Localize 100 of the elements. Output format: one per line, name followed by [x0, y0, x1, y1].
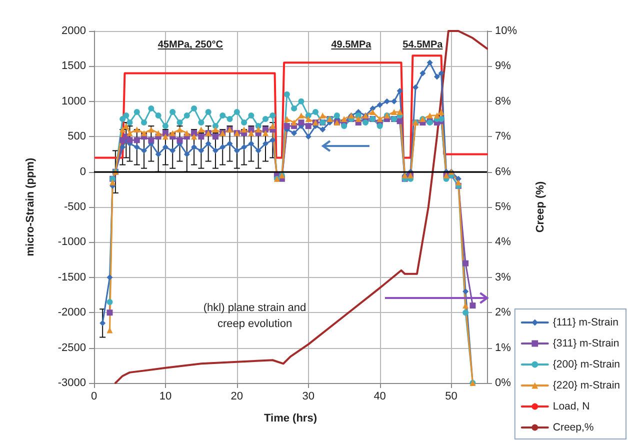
point [155, 151, 162, 158]
point [412, 84, 419, 90]
y-tick-label: 0 [80, 166, 86, 178]
point [226, 116, 233, 122]
annotation: 49.5MPa [331, 40, 372, 51]
x-tick-label: 10 [159, 390, 172, 402]
point [155, 112, 162, 118]
y-tick-label: -1500 [58, 271, 86, 284]
legend-label: Load, N [552, 400, 590, 412]
point [438, 70, 444, 76]
y-tick-label: -1000 [58, 236, 86, 248]
point [120, 116, 126, 122]
point [341, 116, 348, 122]
point [248, 112, 254, 118]
x-tick-label: 0 [90, 390, 98, 402]
point [134, 137, 140, 144]
y2-tick-label: 5% [495, 201, 512, 213]
y2-tick-label: 8% [495, 95, 512, 108]
y-tick-label: -2000 [58, 306, 86, 319]
legend-label: {220} m-Strain [552, 380, 620, 392]
point [284, 91, 290, 98]
legend-label: {111} m-Strain [552, 316, 619, 328]
point [262, 130, 268, 136]
point [170, 108, 176, 115]
point [396, 118, 403, 124]
point [426, 112, 433, 118]
point [162, 144, 168, 150]
point [391, 108, 398, 115]
y-tick-label: 1000 [62, 95, 86, 108]
point [226, 140, 233, 147]
point [191, 134, 198, 140]
point [162, 134, 168, 140]
y2-tick-label: 6% [495, 166, 512, 178]
point [312, 108, 319, 115]
point [355, 116, 362, 122]
point [176, 137, 183, 144]
point [134, 108, 140, 115]
x-tick-label: 50 [445, 390, 458, 402]
point [284, 123, 290, 130]
point [420, 70, 426, 76]
point [106, 299, 113, 306]
line-series [94, 54, 488, 159]
y2-tick-label: 3% [495, 271, 512, 284]
point [291, 130, 298, 136]
point [291, 120, 298, 126]
point [184, 112, 190, 118]
x-tick-label: 40 [374, 390, 386, 402]
point [434, 112, 440, 118]
y2-tick-label: 1% [495, 342, 512, 354]
point [148, 137, 154, 144]
point [106, 274, 113, 280]
point [184, 151, 190, 158]
point [198, 120, 204, 126]
point [241, 120, 248, 126]
point [141, 120, 148, 126]
point [298, 120, 304, 126]
point [120, 144, 126, 150]
y-tick-label: -500 [64, 201, 86, 213]
point [191, 105, 198, 112]
point [470, 302, 476, 309]
point [220, 112, 226, 118]
point [141, 148, 148, 154]
y-tick-label: 500 [68, 130, 86, 143]
point [291, 105, 298, 112]
point [205, 108, 212, 115]
point [426, 60, 433, 66]
point [305, 134, 312, 140]
y-axis-title: micro-Strain (ppm) [24, 157, 36, 256]
point [134, 144, 140, 150]
annotation: 45MPa, 250°C [158, 40, 224, 51]
annotation: (hkl) plane strain and creep evolution [202, 301, 308, 332]
point [212, 148, 218, 154]
y2-tick-label: 0% [495, 377, 512, 389]
annotation: 54.5MPa [402, 40, 443, 51]
point [126, 130, 133, 136]
legend-label: Creep,% [552, 422, 594, 434]
y2-tick-label: 10% [495, 25, 518, 37]
y-tick-label: -3000 [58, 377, 86, 389]
point [262, 116, 268, 122]
point [305, 123, 312, 130]
legend-label: {311} m-Strain [552, 338, 620, 350]
point [198, 148, 204, 154]
point [455, 179, 462, 186]
point [220, 144, 226, 150]
point [100, 320, 106, 326]
point [270, 137, 276, 144]
y2-tick-label: 9% [495, 60, 512, 72]
point [270, 112, 276, 118]
point [123, 112, 130, 118]
point [384, 98, 390, 104]
y2-axis-title: Creep (%) [534, 180, 546, 233]
point [462, 288, 469, 294]
point [284, 116, 290, 122]
point [396, 108, 403, 115]
point [438, 108, 444, 115]
point [376, 102, 383, 108]
point [298, 98, 304, 104]
x-axis-title: Time (hrs) [264, 412, 318, 424]
point [462, 260, 469, 266]
point [341, 123, 348, 130]
